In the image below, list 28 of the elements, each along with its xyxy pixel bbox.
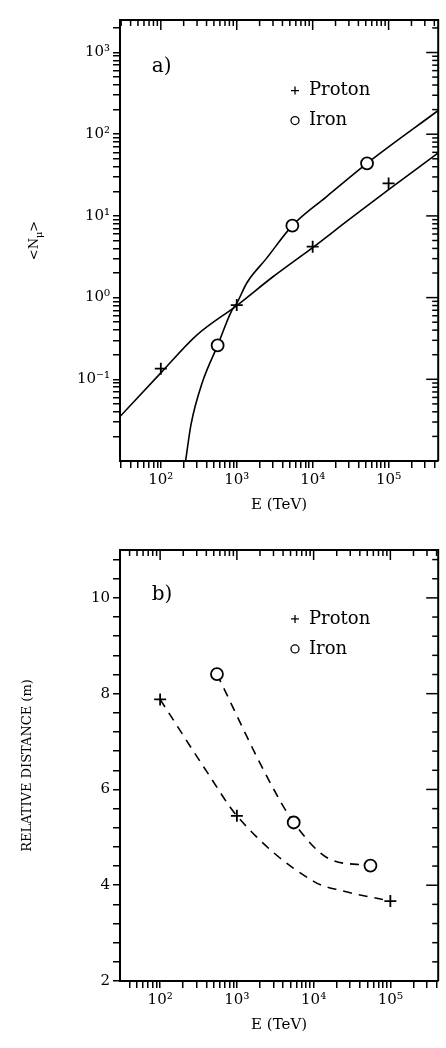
legend-label: Iron <box>309 636 348 658</box>
y-tick-label: 10 <box>90 587 110 606</box>
x-tick-label: 10² <box>148 469 174 488</box>
x-tick-label: 10⁵ <box>376 469 402 488</box>
y-tick-label: 6 <box>100 779 110 798</box>
legend-label: Proton <box>309 606 371 628</box>
y-axis-title: <Nμ> <box>26 220 45 261</box>
annotation: a) <box>151 52 172 77</box>
y-tick-label: 10¹ <box>84 205 110 224</box>
y-tick-label: 10³ <box>84 42 110 61</box>
legend-label: Iron <box>309 108 348 130</box>
x-tick-label: 10⁵ <box>377 989 403 1008</box>
y-tick-label: 4 <box>100 875 110 894</box>
x-axis-title: E (TeV) <box>251 494 308 513</box>
x-tick-label: 10² <box>147 989 173 1008</box>
x-tick-label: 10³ <box>224 989 250 1008</box>
x-tick-label: 10⁴ <box>301 989 327 1008</box>
x-tick-label: 10³ <box>224 469 250 488</box>
x-tick-label: 10⁴ <box>300 469 326 488</box>
annotation: b) <box>151 581 173 606</box>
y-tick-label: 10⁻¹ <box>76 369 110 388</box>
x-axis-title: E (TeV) <box>251 1014 308 1033</box>
y-tick-label: 10⁰ <box>84 287 110 306</box>
y-tick-label: 2 <box>100 970 110 989</box>
y-tick-label: 10² <box>84 124 110 143</box>
y-tick-label: 8 <box>100 683 110 702</box>
legend-label: Proton <box>309 78 371 100</box>
y-axis-title: RELATIVE DISTANCE (m) <box>19 679 35 852</box>
